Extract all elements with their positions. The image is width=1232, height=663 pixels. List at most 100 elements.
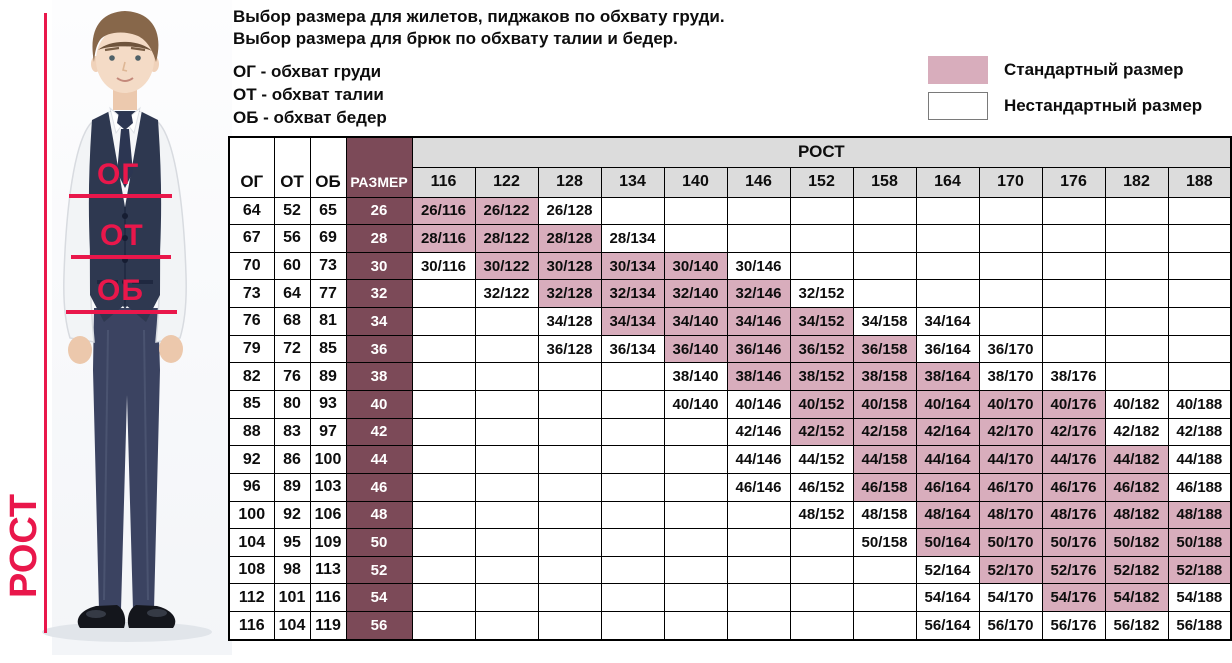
- ot-value: 72: [273, 334, 311, 364]
- empty-cell: [852, 611, 917, 641]
- abbreviations: ОГ - обхват груди ОТ - обхват талии ОБ -…: [233, 60, 387, 129]
- size-combo-cell: 46/146: [726, 472, 791, 502]
- empty-cell: [978, 251, 1043, 281]
- ob-value: 89: [309, 362, 347, 391]
- size-combo-cell: 40/170: [978, 389, 1043, 419]
- size-value: 52: [345, 555, 413, 585]
- empty-cell: [411, 445, 476, 474]
- size-combo-cell: 40/158: [852, 389, 917, 419]
- empty-cell: [600, 472, 665, 502]
- empty-cell: [1104, 279, 1169, 309]
- ot-value: 56: [273, 224, 311, 253]
- size-combo-cell: 48/176: [1041, 500, 1106, 530]
- empty-cell: [663, 417, 728, 447]
- size-combo-cell: 48/188: [1167, 500, 1232, 530]
- empty-cell: [663, 445, 728, 474]
- height-header-188: 188: [1167, 166, 1232, 198]
- ob-value: 85: [309, 334, 347, 364]
- tie-knot: [117, 112, 133, 130]
- size-combo-cell: 32/140: [663, 279, 728, 309]
- vest-pocket: [132, 280, 153, 284]
- ot-value: 104: [273, 611, 311, 641]
- size-combo-cell: 50/158: [852, 528, 917, 557]
- empty-cell: [663, 196, 728, 226]
- eyebrow: [130, 46, 146, 52]
- empty-cell: [474, 417, 539, 447]
- size-combo-cell: 44/146: [726, 445, 791, 474]
- ob-value: 69: [309, 224, 347, 253]
- empty-cell: [852, 555, 917, 585]
- size-combo-cell: 56/188: [1167, 611, 1232, 641]
- empty-cell: [411, 334, 476, 364]
- empty-cell: [600, 500, 665, 530]
- waist-label: ОТ: [100, 219, 144, 252]
- size-combo-cell: 32/146: [726, 279, 791, 309]
- size-value: 30: [345, 251, 413, 281]
- size-combo-cell: 56/170: [978, 611, 1043, 641]
- ob-value: 65: [309, 196, 347, 226]
- empty-cell: [1104, 196, 1169, 226]
- og-value: 70: [228, 251, 275, 281]
- size-combo-cell: 34/128: [537, 307, 602, 336]
- empty-cell: [1041, 307, 1106, 336]
- size-row-32: 73 64 77 32 32/122 32/128 32/134 32/140 32/146 32…: [228, 279, 1232, 309]
- size-combo-cell: 34/152: [789, 307, 854, 336]
- empty-cell: [411, 417, 476, 447]
- waist-measure-line: [71, 255, 171, 259]
- empty-cell: [474, 445, 539, 474]
- ob-value: 106: [309, 500, 347, 530]
- empty-cell: [1104, 362, 1169, 391]
- intro-line-1: Выбор размера для жилетов, пиджаков по о…: [233, 7, 725, 26]
- empty-cell: [537, 445, 602, 474]
- size-combo-cell: 40/152: [789, 389, 854, 419]
- empty-cell: [474, 362, 539, 391]
- empty-cell: [411, 528, 476, 557]
- empty-cell: [1167, 279, 1232, 309]
- height-header-134: 134: [600, 166, 665, 198]
- ot-value: 68: [273, 307, 311, 336]
- mouth: [116, 77, 134, 82]
- size-row-26: 64 52 65 26 26/116 26/122 26/128: [228, 196, 1232, 226]
- empty-cell: [1104, 307, 1169, 336]
- empty-cell: [852, 251, 917, 281]
- size-combo-cell: 42/152: [789, 417, 854, 447]
- og-value: 92: [228, 445, 275, 474]
- size-combo-cell: 40/164: [915, 389, 980, 419]
- nonstandard-size-swatch: [928, 92, 988, 120]
- empty-cell: [663, 528, 728, 557]
- size-combo-cell: 54/176: [1041, 583, 1106, 613]
- height-label: РОСТ: [3, 493, 45, 598]
- size-combo-cell: 56/176: [1041, 611, 1106, 641]
- empty-cell: [537, 583, 602, 613]
- size-combo-cell: 38/176: [1041, 362, 1106, 391]
- ot-value: 101: [273, 583, 311, 613]
- size-value: 36: [345, 334, 413, 364]
- col-header-ot: ОТ: [273, 136, 311, 198]
- ob-value: 81: [309, 307, 347, 336]
- ob-value: 116: [309, 583, 347, 613]
- size-combo-cell: 38/158: [852, 362, 917, 391]
- size-combo-cell: 46/152: [789, 472, 854, 502]
- standard-size-label: Стандартный размер: [1004, 60, 1184, 79]
- empty-cell: [915, 251, 980, 281]
- size-combo-cell: 44/170: [978, 445, 1043, 474]
- size-combo-cell: 54/170: [978, 583, 1043, 613]
- og-value: 79: [228, 334, 275, 364]
- abbr-chest: ОГ - обхват груди: [233, 62, 382, 81]
- size-value: 46: [345, 472, 413, 502]
- hips-label: ОБ: [97, 274, 144, 307]
- size-row-34: 76 68 81 34 34/128 34/134 34/140 34/146 34/152 34…: [228, 307, 1232, 336]
- empty-cell: [663, 500, 728, 530]
- ob-value: 119: [309, 611, 347, 641]
- size-combo-cell: 28/122: [474, 224, 539, 253]
- size-combo-cell: 28/116: [411, 224, 476, 253]
- size-combo-cell: 32/128: [537, 279, 602, 309]
- empty-cell: [663, 583, 728, 613]
- empty-cell: [600, 555, 665, 585]
- size-combo-cell: 44/176: [1041, 445, 1106, 474]
- size-combo-cell: 26/122: [474, 196, 539, 226]
- empty-cell: [726, 224, 791, 253]
- size-combo-cell: 34/158: [852, 307, 917, 336]
- ob-value: 100: [309, 445, 347, 474]
- size-row-36: 79 72 85 36 36/128 36/134 36/140 36/146 36/152 36…: [228, 334, 1232, 364]
